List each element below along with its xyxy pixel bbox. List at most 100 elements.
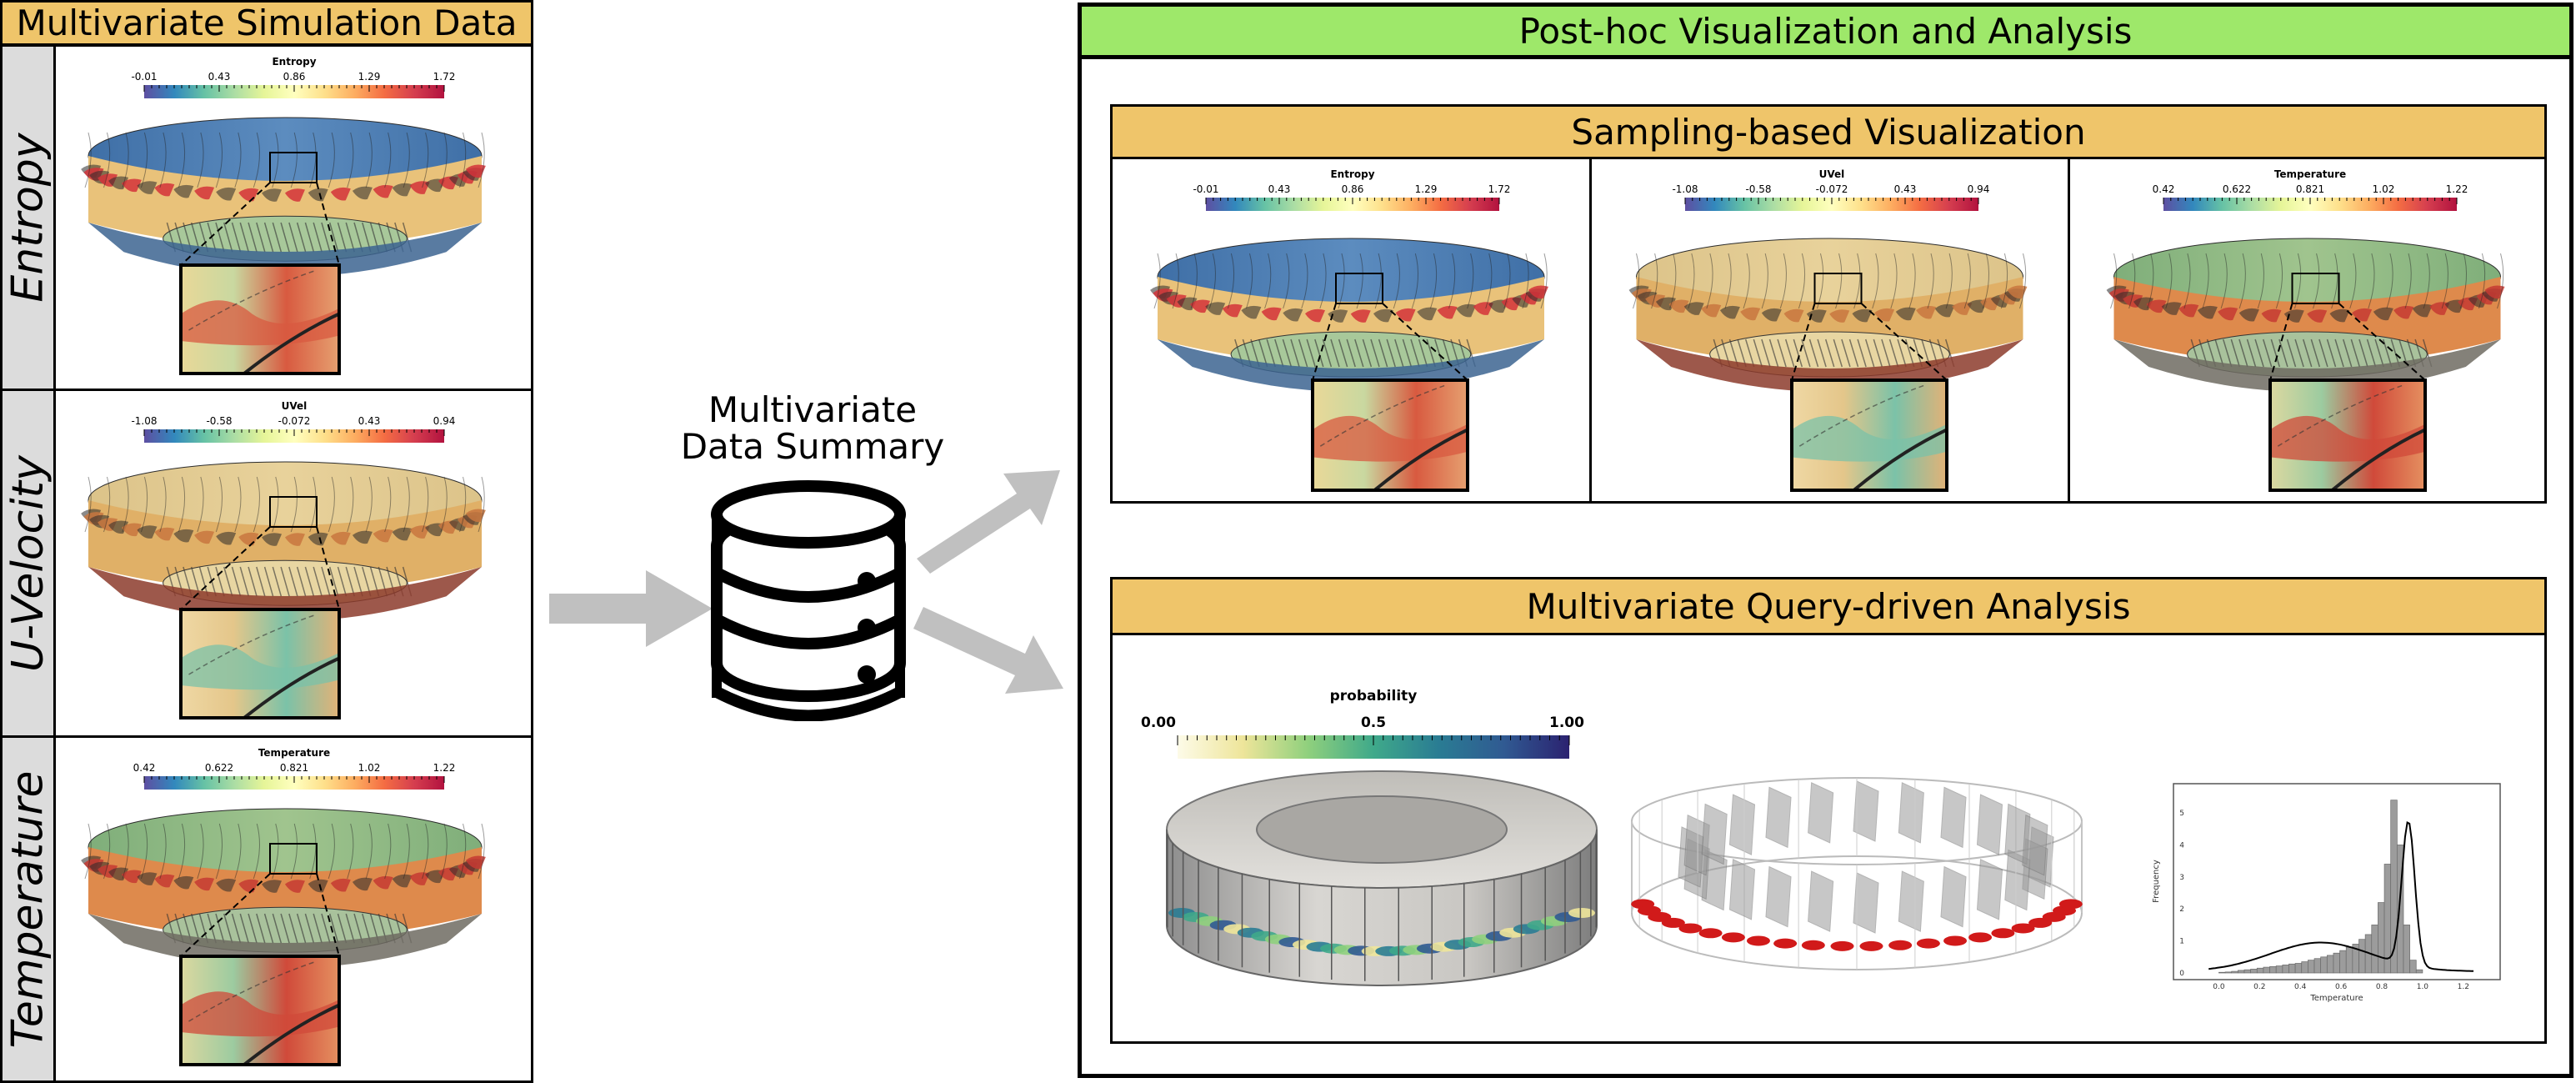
left-row-label-box: U-Velocity — [3, 391, 56, 735]
histogram-ylabel: Frequency — [2152, 860, 2161, 903]
colorbar-tick-label: 0.43 — [1268, 183, 1291, 195]
left-row-label-box: Temperature — [3, 738, 56, 1080]
colorbar-tick-label: 0.821 — [2296, 183, 2324, 195]
query-title: Multivariate Query-driven Analysis — [1526, 585, 2131, 627]
colorbar-tick-label: 0.43 — [1894, 183, 1917, 195]
zoom-region — [269, 496, 318, 528]
histogram-ytick: 2 — [2179, 905, 2184, 914]
temperature-render: Temperature 0.42 0.622 0.821 1.02 1.22 — [81, 747, 486, 1066]
sampling-panel-3: Temperature 0.42 0.622 0.821 1.02 1.22 — [2068, 157, 2547, 504]
histogram-bar — [2269, 965, 2277, 974]
sampling-header: Sampling-based Visualization — [1110, 104, 2547, 159]
left-row-label-box: Entropy — [3, 47, 56, 389]
colorbar-tick-label: 0.42 — [2153, 183, 2175, 195]
colorbar-tick-label: 1.72 — [1488, 183, 1511, 195]
histogram-bar — [2275, 965, 2283, 974]
histogram-xtick: 0.2 — [2253, 983, 2265, 991]
colorbar-tick-label: 1.22 — [433, 762, 456, 774]
histogram-bar — [2320, 956, 2328, 974]
query-visuals: probability 0.00 0.5 1.00 0.0 0.2 0.4 0.6 0.… — [1141, 688, 2501, 1003]
colorbar-tick-label: -0.01 — [1193, 183, 1218, 195]
database-icon — [711, 480, 906, 721]
histogram-ytick: 3 — [2179, 874, 2184, 882]
zoom-inset — [1790, 379, 1948, 492]
histogram-bar — [2313, 958, 2322, 974]
summary-line-1: Multivariate — [708, 389, 918, 430]
left-panel-title: Multivariate Simulation Data — [16, 3, 518, 43]
colorbar-tick-label: 1.02 — [358, 762, 381, 774]
colorbar-tick-label: -1.08 — [1672, 183, 1698, 195]
summary-label: Multivariate Data Summary — [658, 392, 967, 465]
histogram-bar — [2339, 950, 2347, 974]
colorbar-title: UVel — [282, 400, 308, 412]
sampling-panel-2: UVel -1.08 -0.58 -0.072 0.43 0.94 — [1589, 157, 2070, 504]
colorbar-tick-label: 0.43 — [208, 71, 231, 83]
sampling-temperature-render: Temperature 0.42 0.622 0.821 1.02 1.22 — [2106, 168, 2505, 492]
histogram-bar — [2224, 971, 2233, 974]
colorbar-tick-label: 1.22 — [2446, 183, 2468, 195]
histogram-bar — [2288, 963, 2296, 974]
colorbar-tick-label: -0.072 — [278, 415, 311, 427]
histogram-bar — [2218, 971, 2226, 974]
probability-tick-mid: 0.5 — [1361, 714, 1386, 731]
probability-tick-max: 1.00 — [1549, 714, 1584, 731]
colorbar-tick-label: -0.58 — [1745, 183, 1771, 195]
row-label-entropy: Entropy — [3, 133, 53, 303]
histogram-bar — [2238, 970, 2245, 974]
histogram-bar — [2403, 925, 2410, 974]
query-wireframe — [1631, 777, 2083, 970]
histogram-ytick: 0 — [2179, 970, 2184, 978]
colorbar-tick-label: 0.821 — [280, 762, 308, 774]
row-label-uvel: U-Velocity — [3, 454, 53, 672]
colorbar-tick-label: -0.01 — [131, 71, 157, 83]
right-panel-title: Post-hoc Visualization and Analysis — [1518, 10, 2133, 52]
colorbar-title: UVel — [1819, 168, 1845, 180]
colorbar-tick-label: 0.43 — [358, 415, 381, 427]
histogram-density-curve — [2208, 820, 2473, 972]
colorbar-tick-label: 0.94 — [433, 415, 456, 427]
histogram-bar — [2250, 969, 2258, 974]
zoom-region — [269, 843, 318, 875]
turbine-ring — [81, 117, 486, 278]
flow-arrow-up — [917, 470, 1060, 574]
colorbar-tick-label: -1.08 — [131, 415, 157, 427]
histogram-bar — [2231, 970, 2238, 974]
histogram-xtick: 0.6 — [2335, 983, 2348, 991]
histogram-ytick: 4 — [2179, 841, 2184, 850]
histogram-bar — [2333, 952, 2340, 974]
turbine-ring — [1628, 238, 2028, 392]
histogram-bar — [2409, 960, 2417, 974]
zoom-inset — [179, 608, 341, 719]
histogram-bar — [2282, 965, 2289, 974]
probability-ring — [1166, 770, 1598, 986]
histogram-xtick: 1.0 — [2417, 983, 2429, 991]
turbine-ring — [1150, 238, 1548, 392]
colorbar-tick-label: 0.94 — [1968, 183, 1990, 195]
zoom-inset — [2268, 379, 2427, 492]
zoom-region — [1813, 273, 1863, 304]
colorbar-tick-label: 0.86 — [283, 71, 306, 83]
colorbar-tick-label: 0.622 — [2223, 183, 2251, 195]
turbine-ring — [2106, 238, 2505, 392]
histogram-xtick: 1.2 — [2458, 983, 2469, 991]
summary-line-2: Data Summary — [680, 426, 945, 467]
turbine-ring — [81, 808, 486, 969]
colorbar-title: Entropy — [272, 56, 316, 68]
histogram-bar — [2256, 967, 2264, 974]
histogram-bar — [2358, 939, 2366, 974]
row-label-temperature: Temperature — [3, 770, 53, 1048]
left-row-entropy: Entropy Entropy -0.01 0.43 0.86 1.29 1.72 — [0, 44, 533, 391]
histogram-bar — [2396, 845, 2404, 974]
colorbar-tick-label: 0.42 — [133, 762, 156, 774]
temperature-histogram: 0.0 0.2 0.4 0.6 0.8 1.0 1.2 0 1 2 3 4 5 Temperature… — [2152, 783, 2501, 1003]
histogram-bar — [2308, 960, 2315, 974]
histogram-ytick: 5 — [2179, 810, 2184, 818]
histogram-bar — [2301, 961, 2308, 974]
entropy-render: Entropy -0.01 0.43 0.86 1.29 1.72 — [81, 56, 486, 375]
histogram-bar — [2378, 902, 2385, 974]
histogram-xlabel: Temperature — [2309, 994, 2363, 1003]
histogram-bar — [2243, 969, 2251, 974]
sampling-title: Sampling-based Visualization — [1571, 111, 2086, 153]
probability-tick-min: 0.00 — [1141, 714, 1176, 731]
query-header: Multivariate Query-driven Analysis — [1110, 577, 2547, 635]
